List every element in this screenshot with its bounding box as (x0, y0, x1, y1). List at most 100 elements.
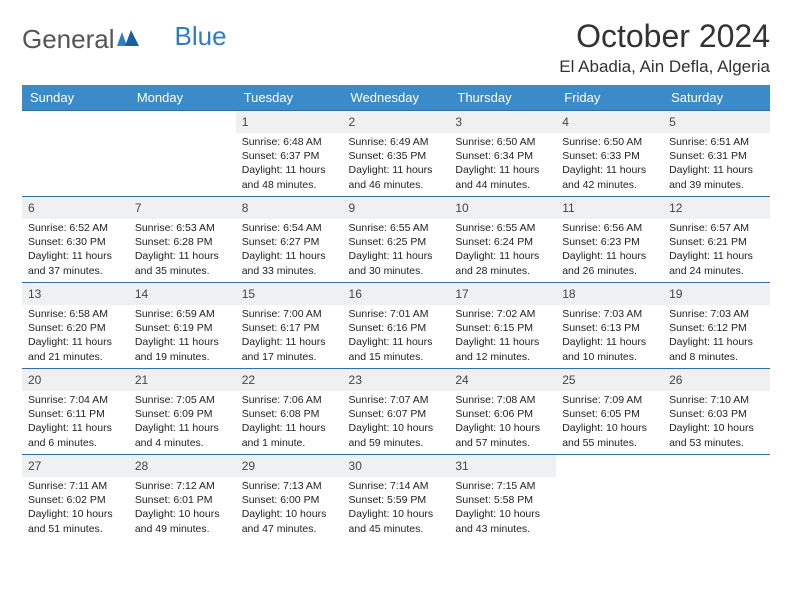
sunset-text: Sunset: 6:27 PM (242, 235, 337, 249)
calendar-day-cell: 19Sunrise: 7:03 AMSunset: 6:12 PMDayligh… (663, 283, 770, 369)
weekday-heading: Sunday (22, 85, 129, 111)
day-number: 26 (669, 373, 682, 387)
calendar-day-cell: 25 Sunrise: 7:09 AMSunset: 6:05 PMDayligh… (556, 369, 663, 455)
calendar-day-cell: 9Sunrise: 6:55 AMSunset: 6:25 PMDaylight… (343, 197, 450, 283)
sunrise-text: Sunrise: 7:07 AM (349, 393, 444, 407)
calendar-day-cell: 17Sunrise: 7:02 AMSunset: 6:15 PMDayligh… (449, 283, 556, 369)
day-number-bar: 27 (22, 455, 129, 477)
day-number: 18 (562, 287, 575, 301)
flag-icon (117, 24, 139, 55)
sunrise-text: Sunrise: 6:50 AM (455, 135, 550, 149)
location-label: El Abadia, Ain Defla, Algeria (559, 57, 770, 77)
calendar-day-cell: 10Sunrise: 6:55 AMSunset: 6:24 PMDayligh… (449, 197, 556, 283)
day-number: 6 (28, 201, 35, 215)
calendar-day-cell: 29Sunrise: 7:13 AMSunset: 6:00 PMDayligh… (236, 455, 343, 541)
calendar-day-cell: 11Sunrise: 6:56 AMSunset: 6:23 PMDayligh… (556, 197, 663, 283)
daylight-text: Daylight: 10 hours and 55 minutes. (562, 421, 657, 449)
calendar-day-cell: 5Sunrise: 6:51 AMSunset: 6:31 PMDaylight… (663, 111, 770, 197)
day-number-bar: 17 (449, 283, 556, 305)
daylight-text: Daylight: 10 hours and 59 minutes. (349, 421, 444, 449)
day-details: Sunrise: 6:54 AMSunset: 6:27 PMDaylight:… (236, 219, 343, 282)
sunset-text: Sunset: 6:24 PM (455, 235, 550, 249)
weekday-heading: Thursday (449, 85, 556, 111)
sunset-text: Sunset: 6:05 PM (562, 407, 657, 421)
day-number-bar: 3 (449, 111, 556, 133)
day-details: Sunrise: 6:48 AMSunset: 6:37 PMDaylight:… (236, 133, 343, 196)
day-number: 27 (28, 459, 41, 473)
day-number-bar: 19 (663, 283, 770, 305)
daylight-text: Daylight: 11 hours and 39 minutes. (669, 163, 764, 191)
day-number: 12 (669, 201, 682, 215)
day-number: 1 (242, 115, 249, 129)
day-details: Sunrise: 7:07 AMSunset: 6:07 PMDaylight:… (343, 391, 450, 454)
calendar-day-cell: 7Sunrise: 6:53 AMSunset: 6:28 PMDaylight… (129, 197, 236, 283)
sunrise-text: Sunrise: 7:03 AM (669, 307, 764, 321)
day-details: Sunrise: 7:03 AMSunset: 6:12 PMDaylight:… (663, 305, 770, 368)
sunset-text: Sunset: 6:11 PM (28, 407, 123, 421)
calendar-week-row: 27Sunrise: 7:11 AMSunset: 6:02 PMDayligh… (22, 455, 770, 541)
calendar-week-row: 13Sunrise: 6:58 AMSunset: 6:20 PMDayligh… (22, 283, 770, 369)
sunrise-text: Sunrise: 7:12 AM (135, 479, 230, 493)
sunset-text: Sunset: 6:35 PM (349, 149, 444, 163)
sunset-text: Sunset: 6:20 PM (28, 321, 123, 335)
daylight-text: Daylight: 11 hours and 30 minutes. (349, 249, 444, 277)
day-details: Sunrise: 6:58 AMSunset: 6:20 PMDaylight:… (22, 305, 129, 368)
weekday-heading: Monday (129, 85, 236, 111)
sunrise-text: Sunrise: 6:59 AM (135, 307, 230, 321)
sunrise-text: Sunrise: 6:53 AM (135, 221, 230, 235)
day-number-bar: 4 (556, 111, 663, 133)
day-number-bar: 5 (663, 111, 770, 133)
day-number: 21 (135, 373, 148, 387)
daylight-text: Daylight: 11 hours and 33 minutes. (242, 249, 337, 277)
day-number-bar: 8 (236, 197, 343, 219)
sunset-text: Sunset: 6:06 PM (455, 407, 550, 421)
daylight-text: Daylight: 11 hours and 35 minutes. (135, 249, 230, 277)
daylight-text: Daylight: 11 hours and 44 minutes. (455, 163, 550, 191)
daylight-text: Daylight: 11 hours and 46 minutes. (349, 163, 444, 191)
sunset-text: Sunset: 6:17 PM (242, 321, 337, 335)
day-details (663, 459, 770, 465)
daylight-text: Daylight: 11 hours and 8 minutes. (669, 335, 764, 363)
day-number-bar: 13 (22, 283, 129, 305)
day-details: Sunrise: 7:14 AMSunset: 5:59 PMDaylight:… (343, 477, 450, 540)
day-details: Sunrise: 7:13 AMSunset: 6:00 PMDaylight:… (236, 477, 343, 540)
day-details: Sunrise: 7:01 AMSunset: 6:16 PMDaylight:… (343, 305, 450, 368)
day-number-bar: 12 (663, 197, 770, 219)
sunrise-text: Sunrise: 7:02 AM (455, 307, 550, 321)
day-number: 8 (242, 201, 249, 215)
calendar-day-cell: 4Sunrise: 6:50 AMSunset: 6:33 PMDaylight… (556, 111, 663, 197)
sunrise-text: Sunrise: 7:10 AM (669, 393, 764, 407)
day-details: Sunrise: 7:10 AMSunset: 6:03 PMDaylight:… (663, 391, 770, 454)
day-details: Sunrise: 7:00 AMSunset: 6:17 PMDaylight:… (236, 305, 343, 368)
day-number-bar: 18 (556, 283, 663, 305)
calendar-day-cell: 15Sunrise: 7:00 AMSunset: 6:17 PMDayligh… (236, 283, 343, 369)
day-details: Sunrise: 7:08 AMSunset: 6:06 PMDaylight:… (449, 391, 556, 454)
daylight-text: Daylight: 10 hours and 51 minutes. (28, 507, 123, 535)
daylight-text: Daylight: 10 hours and 47 minutes. (242, 507, 337, 535)
sunrise-text: Sunrise: 7:09 AM (562, 393, 657, 407)
sunset-text: Sunset: 6:21 PM (669, 235, 764, 249)
calendar-week-row: 20Sunrise: 7:04 AMSunset: 6:11 PMDayligh… (22, 369, 770, 455)
sunrise-text: Sunrise: 7:00 AM (242, 307, 337, 321)
day-number-bar: 29 (236, 455, 343, 477)
daylight-text: Daylight: 11 hours and 37 minutes. (28, 249, 123, 277)
calendar-day-cell (663, 455, 770, 541)
day-number-bar: 23 (343, 369, 450, 391)
calendar-header-row: Sunday Monday Tuesday Wednesday Thursday… (22, 85, 770, 111)
day-number: 10 (455, 201, 468, 215)
sunset-text: Sunset: 6:25 PM (349, 235, 444, 249)
day-details: Sunrise: 6:53 AMSunset: 6:28 PMDaylight:… (129, 219, 236, 282)
daylight-text: Daylight: 11 hours and 42 minutes. (562, 163, 657, 191)
day-number: 24 (455, 373, 468, 387)
day-number: 22 (242, 373, 255, 387)
day-number: 13 (28, 287, 41, 301)
day-details: Sunrise: 6:50 AMSunset: 6:34 PMDaylight:… (449, 133, 556, 196)
sunrise-text: Sunrise: 6:58 AM (28, 307, 123, 321)
calendar-body: 1 Sunrise: 6:48 AMSunset: 6:37 PMDaylight… (22, 111, 770, 541)
daylight-text: Daylight: 11 hours and 12 minutes. (455, 335, 550, 363)
weekday-heading: Tuesday (236, 85, 343, 111)
day-number-bar: 31 (449, 455, 556, 477)
brand-part1: General (22, 24, 115, 55)
sunrise-text: Sunrise: 6:51 AM (669, 135, 764, 149)
day-number: 25 (562, 373, 575, 387)
